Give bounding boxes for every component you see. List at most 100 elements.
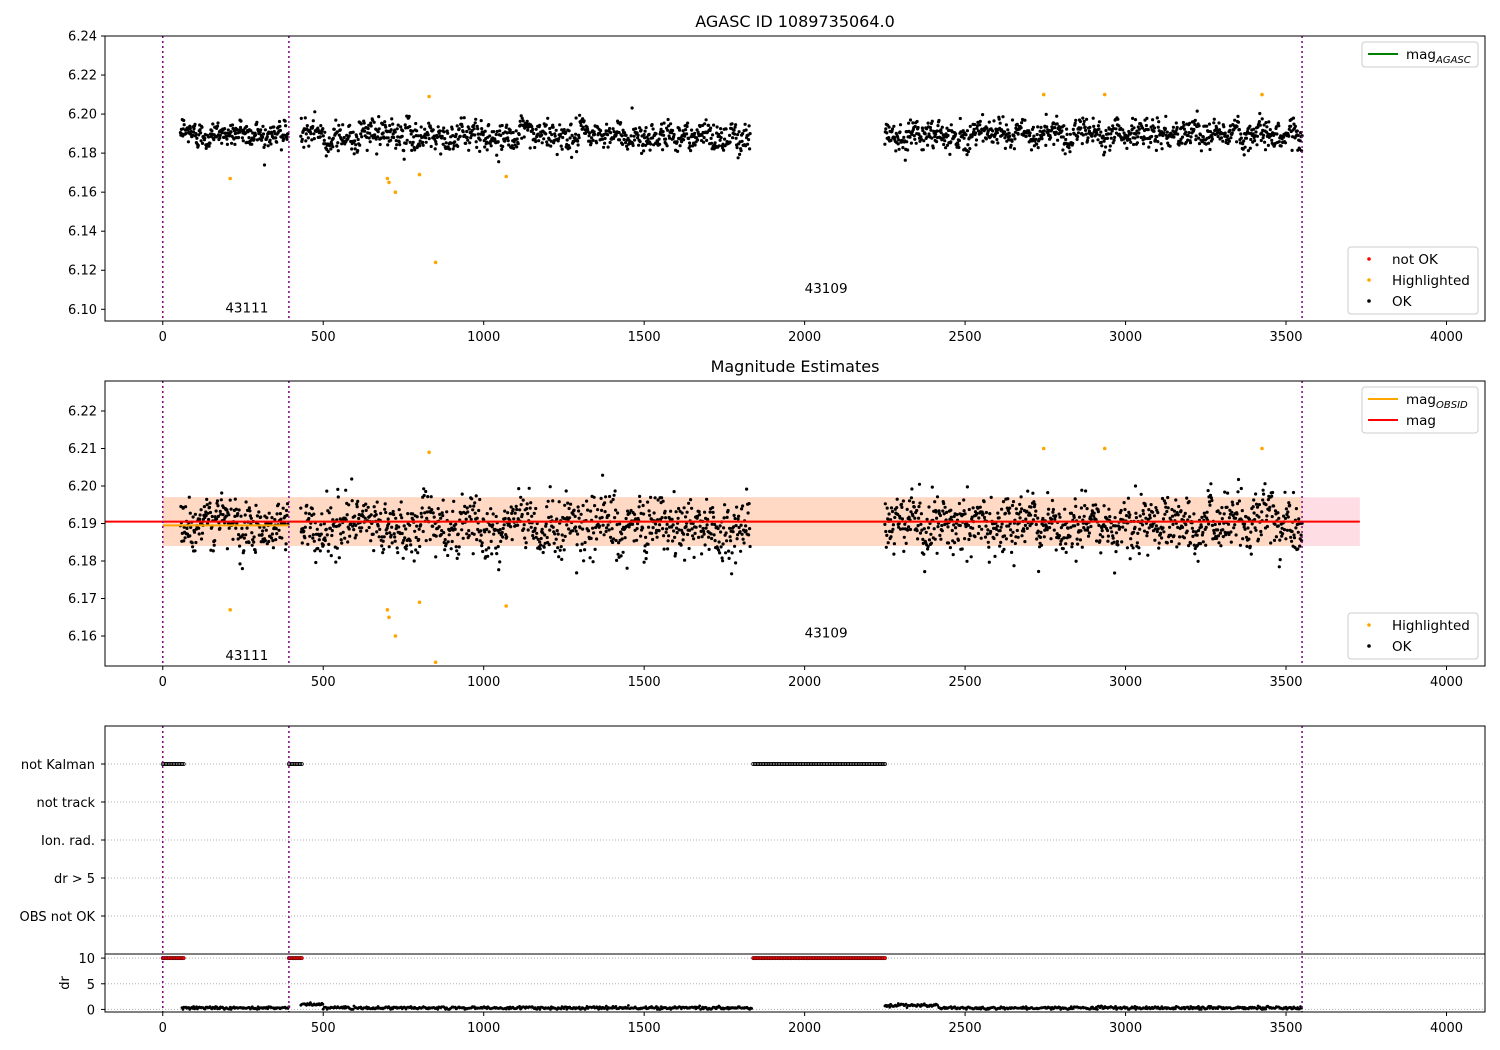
ok-point bbox=[748, 147, 752, 151]
ok-point bbox=[420, 506, 424, 510]
ok-point bbox=[709, 532, 713, 536]
ok-point bbox=[238, 544, 242, 548]
ok-point bbox=[573, 136, 577, 140]
ok-point bbox=[1113, 516, 1117, 520]
ok-point bbox=[427, 137, 431, 141]
ok-point bbox=[1159, 142, 1163, 146]
ok-point bbox=[919, 512, 924, 516]
ok-point bbox=[542, 137, 546, 141]
ok-point bbox=[418, 144, 422, 148]
ok-point bbox=[603, 141, 607, 145]
ok-point bbox=[956, 538, 961, 542]
ok-point bbox=[1042, 535, 1046, 539]
ok-point bbox=[736, 156, 740, 160]
ok-point bbox=[926, 526, 931, 530]
ok-point bbox=[284, 124, 288, 128]
ok-point bbox=[700, 552, 704, 556]
ok-point bbox=[216, 504, 220, 508]
ok-point bbox=[568, 136, 572, 140]
ok-point bbox=[1035, 132, 1039, 137]
ok-point bbox=[560, 147, 564, 151]
ok-point bbox=[428, 538, 432, 542]
ok-point bbox=[1046, 491, 1050, 495]
ok-point bbox=[464, 141, 468, 145]
ok-point bbox=[1054, 514, 1058, 518]
x-tick-label: 1000 bbox=[467, 330, 500, 345]
ok-point bbox=[238, 562, 242, 566]
ok-point bbox=[1099, 140, 1103, 144]
ok-point bbox=[1155, 135, 1159, 139]
ok-point bbox=[576, 139, 580, 143]
ok-point bbox=[377, 535, 381, 539]
ok-point bbox=[341, 530, 345, 534]
ok-point bbox=[929, 541, 934, 545]
ok-point bbox=[211, 549, 215, 553]
ok-point bbox=[571, 529, 575, 533]
ok-point bbox=[621, 142, 625, 146]
ok-point bbox=[680, 511, 684, 515]
ok-point bbox=[1029, 513, 1033, 517]
ok-point bbox=[947, 128, 952, 132]
ok-point bbox=[565, 523, 569, 527]
ok-point bbox=[1164, 114, 1168, 118]
ok-point bbox=[425, 510, 429, 514]
ok-point bbox=[914, 141, 918, 145]
ok-point bbox=[381, 539, 385, 543]
ok-point bbox=[988, 511, 992, 516]
ok-point bbox=[606, 145, 610, 149]
ok-point bbox=[447, 533, 451, 537]
ok-point bbox=[1176, 513, 1180, 517]
ok-point bbox=[205, 503, 209, 507]
ok-point bbox=[657, 137, 661, 141]
ok-point bbox=[1009, 143, 1013, 147]
ok-point bbox=[368, 131, 372, 135]
ok-point bbox=[978, 123, 982, 127]
ok-point bbox=[722, 148, 726, 152]
ok-point bbox=[897, 138, 901, 142]
ok-point bbox=[1241, 147, 1245, 151]
ok-point bbox=[962, 498, 966, 502]
ok-point bbox=[935, 140, 939, 144]
ok-point bbox=[977, 524, 981, 529]
ok-point bbox=[355, 502, 359, 506]
ok-point bbox=[450, 127, 454, 131]
ok-point bbox=[385, 526, 389, 530]
ok-point bbox=[466, 510, 470, 514]
ok-point bbox=[1261, 488, 1265, 492]
ok-point bbox=[397, 508, 401, 512]
ok-point bbox=[528, 146, 532, 150]
ok-point bbox=[665, 144, 669, 148]
ok-point bbox=[421, 529, 425, 534]
ok-point bbox=[1217, 121, 1221, 125]
ok-point bbox=[489, 539, 493, 544]
y-tick-label: 6.20 bbox=[68, 480, 97, 495]
ok-point bbox=[1290, 148, 1294, 152]
ok-point bbox=[601, 137, 605, 141]
ok-point bbox=[1249, 552, 1253, 556]
ok-point bbox=[250, 142, 254, 146]
ok-point bbox=[240, 567, 244, 571]
ok-point bbox=[909, 141, 914, 145]
ok-point bbox=[464, 517, 468, 521]
ok-point bbox=[510, 538, 514, 542]
ok-point bbox=[1210, 137, 1214, 141]
ok-point bbox=[1270, 515, 1274, 519]
ok-point bbox=[615, 558, 619, 563]
ok-point bbox=[1148, 516, 1152, 520]
ok-point bbox=[1212, 117, 1216, 121]
ok-point bbox=[1058, 515, 1062, 519]
ok-point bbox=[636, 136, 640, 140]
ok-point bbox=[1096, 138, 1100, 142]
ok-point bbox=[1148, 513, 1152, 517]
ok-point bbox=[206, 511, 210, 515]
ok-point bbox=[472, 127, 476, 131]
ok-point bbox=[954, 132, 958, 136]
ok-point bbox=[1278, 558, 1282, 562]
ok-point bbox=[592, 495, 596, 499]
ok-point bbox=[892, 124, 896, 128]
ok-point bbox=[580, 542, 584, 546]
ok-point bbox=[599, 496, 603, 500]
ok-point bbox=[1085, 138, 1090, 143]
ok-point bbox=[733, 544, 737, 548]
ok-point bbox=[536, 132, 540, 136]
